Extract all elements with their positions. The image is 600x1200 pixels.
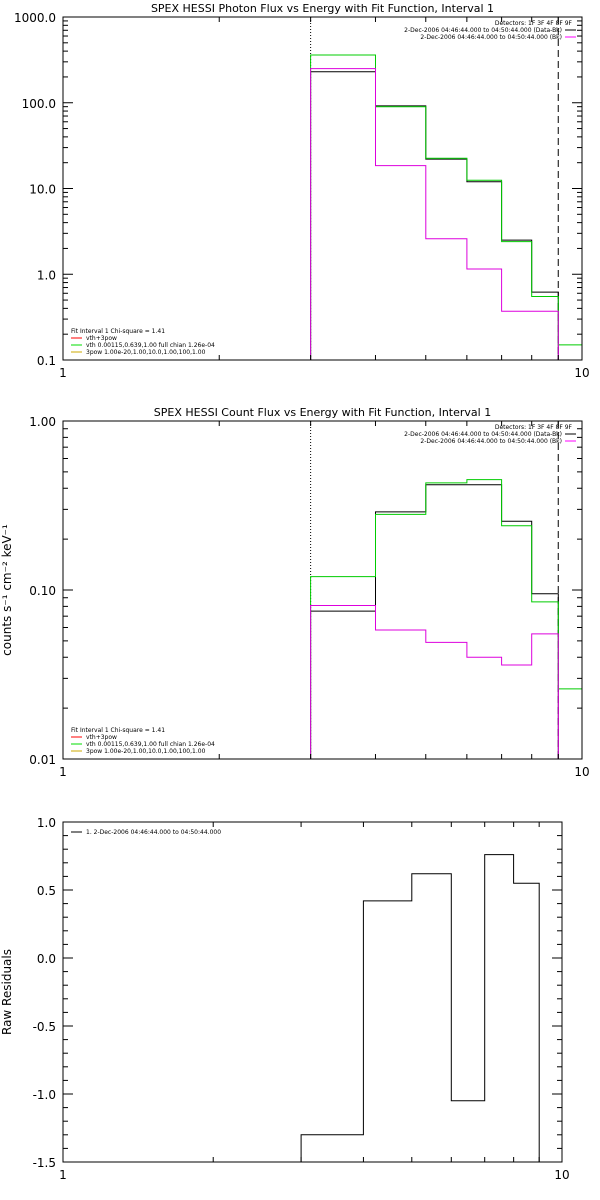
y-axis-label: counts s⁻¹ cm⁻² keV⁻¹ [0,524,14,656]
y-tick-label: 0.01 [29,753,56,767]
plot-frame [62,420,583,760]
count-flux-panel: SPEX HESSI Count Flux vs Energy with Fit… [0,406,590,779]
legend-entry: 3pow 1.00e-20,1.00,10.0,1.00,100,1.00 [86,748,206,755]
chart-title: SPEX HESSI Count Flux vs Energy with Fit… [154,406,491,419]
plot-frame [62,821,563,1163]
series-line-0 [300,854,540,1162]
y-axis-label: Raw Residuals [0,949,14,1035]
series-line-0 [310,71,559,360]
y-tick-label: 0.1 [37,354,56,368]
y-tick-label: 0.0 [37,952,56,966]
series-line-1 [310,54,583,360]
x-tick-label: 10 [574,366,589,380]
header-line-text: 2-Dec-2006 04:46:44.000 to 04:50:44.000 … [420,438,562,445]
residuals-panel: Raw Residuals 1 10 -1.5 -1.0 -0.5 0.0 0.5 1.0 1. … [0,816,570,1182]
x-tick-label: 10 [574,765,589,779]
y-tick-label: 10.0 [29,183,56,197]
header-line-text: 2-Dec-2006 04:46:44.000 to 04:50:44.000 … [404,27,562,34]
x-tick-label: 10 [554,1168,569,1182]
series-line-1 [310,479,583,759]
y-tick-label: 1.00 [29,415,56,429]
legend-entry: vth 0.00115,0.639,1.00 full chian 1.26e-… [86,342,215,349]
series-line-2 [310,605,559,759]
legend-title: Fit Interval 1 Chi-square = 1.41 [71,727,165,734]
y-tick-label: 0.10 [29,584,56,598]
y-tick-label: -0.5 [33,1020,56,1034]
legend-entry: 3pow 1.00e-20,1.00,10.0,1.00,100,1.00 [86,349,206,356]
x-tick-label: 1 [59,765,67,779]
series-line-2 [310,68,559,360]
photon-flux-panel: SPEX HESSI Photon Flux vs Energy with Fi… [14,2,590,380]
legend-title: Fit Interval 1 Chi-square = 1.41 [71,328,165,335]
legend-entry: vth+3pow [86,335,117,342]
y-tick-label: -1.5 [33,1156,56,1170]
y-tick-label: 1.0 [37,816,56,830]
legend-entry: vth+3pow [86,734,117,741]
header-line-text: Detectors: 1F 3F 4F 8F 9F [495,424,573,431]
y-tick-label: 0.5 [37,884,56,898]
y-tick-label: 100.0 [22,97,56,111]
x-tick-label: 1 [59,1168,67,1182]
header-line-text: 2-Dec-2006 04:46:44.000 to 04:50:44.000 … [404,431,562,438]
x-tick-label: 1 [59,366,67,380]
y-tick-label: 1000.0 [14,11,56,25]
legend-entry: 1. 2-Dec-2006 04:46:44.000 to 04:50:44.0… [86,829,221,836]
legend-entry: vth 0.00115,0.639,1.00 full chian 1.26e-… [86,741,215,748]
chart-title: SPEX HESSI Photon Flux vs Energy with Fi… [151,2,494,15]
header-line-text: 2-Dec-2006 04:46:44.000 to 04:50:44.000 … [420,34,562,41]
header-line-text: Detectors: 1F 3F 4F 8F 9F [495,20,573,27]
y-tick-label: 1.0 [37,268,56,282]
y-tick-label: -1.0 [33,1088,56,1102]
